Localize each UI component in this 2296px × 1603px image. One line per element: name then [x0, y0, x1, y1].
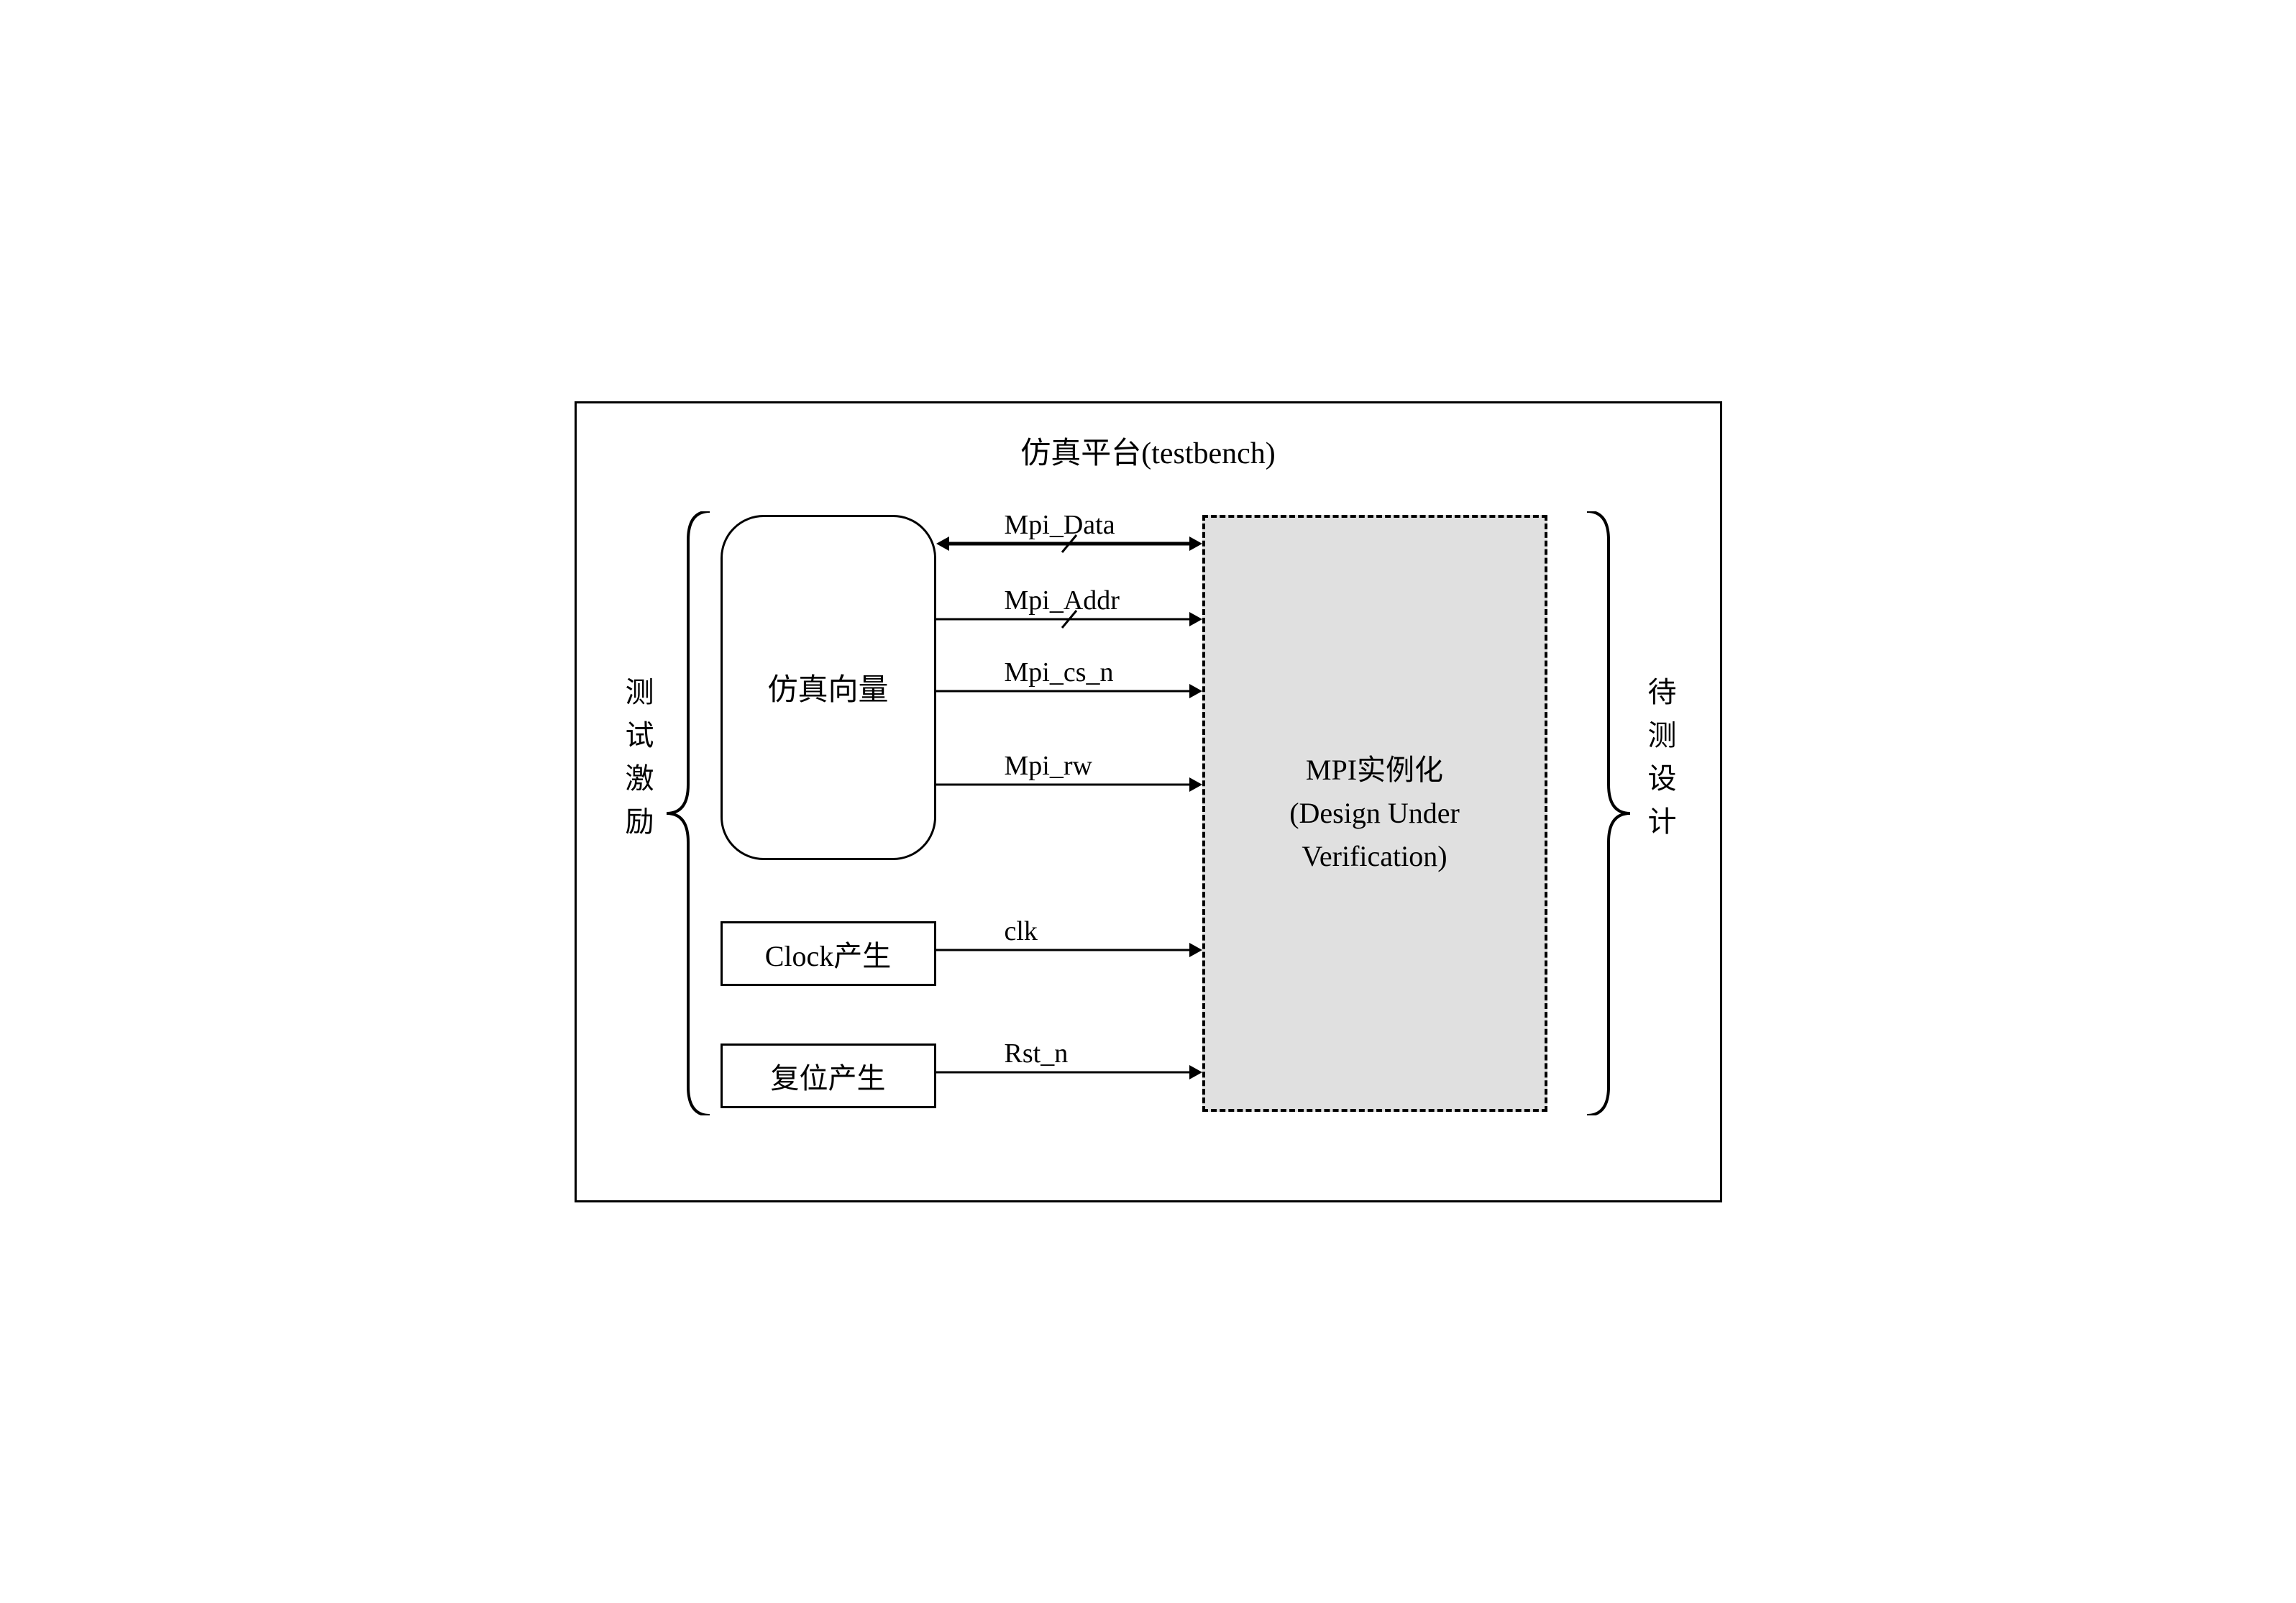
stimulus-block: 仿真向量	[721, 515, 936, 860]
reset-block: 复位产生	[721, 1043, 936, 1108]
diagram-frame: 仿真平台(testbench) 测试激励 待测设计 仿真向量 Clock产生 复…	[575, 401, 1722, 1202]
stimulus-label: 仿真向量	[767, 665, 888, 709]
duv-block: MPI实例化 (Design Under Verification)	[1202, 515, 1547, 1112]
signal-arrow-mpi-rw	[936, 767, 1202, 803]
clock-label: Clock产生	[765, 933, 892, 974]
signal-arrow-clk	[936, 932, 1202, 968]
duv-label: MPI实例化 (Design Under Verification)	[1289, 749, 1460, 878]
clock-block: Clock产生	[721, 921, 936, 986]
duv-line2: (Design Under	[1289, 797, 1460, 829]
signal-arrow-rst-n	[936, 1054, 1202, 1090]
right-bracket-icon	[1580, 511, 1637, 1115]
duv-line3: Verification)	[1302, 840, 1447, 872]
left-bracket-icon	[659, 511, 717, 1115]
signal-arrow-mpi-data	[936, 526, 1202, 562]
left-group-label: 测试激励	[616, 677, 658, 849]
diagram-title: 仿真平台(testbench)	[1020, 429, 1276, 472]
duv-line1: MPI实例化	[1306, 754, 1443, 786]
signal-arrow-mpi-addr	[936, 601, 1202, 637]
right-group-label: 待测设计	[1639, 677, 1680, 849]
reset-label: 复位产生	[771, 1055, 886, 1097]
signal-arrow-mpi-cs-n	[936, 673, 1202, 709]
